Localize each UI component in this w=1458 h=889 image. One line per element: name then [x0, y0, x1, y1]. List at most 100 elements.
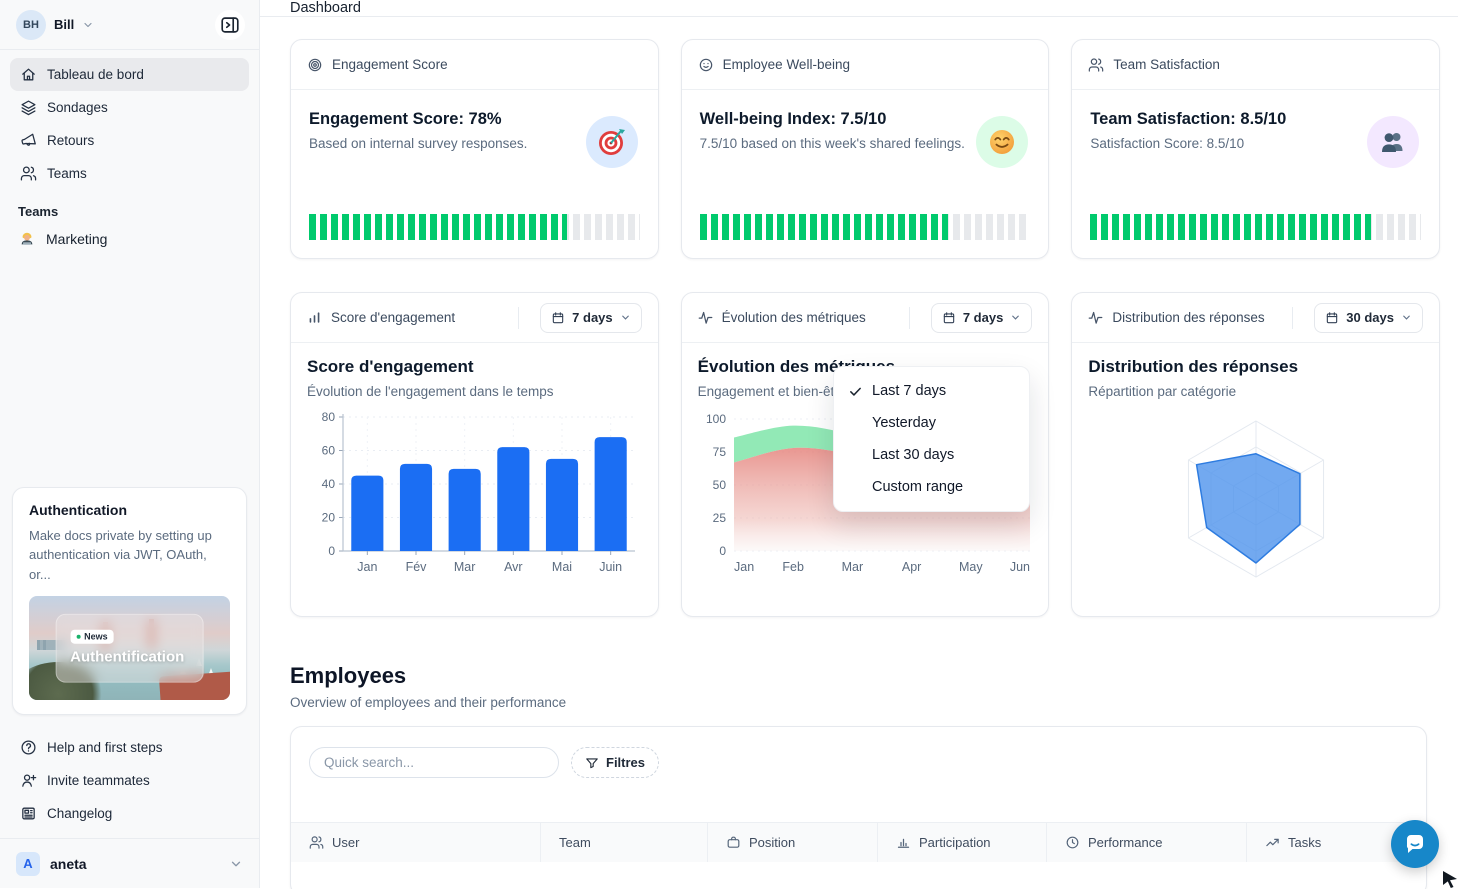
help-circle-icon	[20, 739, 37, 756]
smiley-icon	[698, 57, 714, 73]
menu-item-last-30-days[interactable]: Last 30 days	[834, 439, 1029, 471]
column-user: User	[291, 823, 540, 862]
kpi-header-label: Team Satisfaction	[1113, 57, 1220, 72]
svg-text:50: 50	[712, 478, 726, 492]
chevron-down-icon	[229, 857, 243, 871]
svg-text:60: 60	[322, 444, 336, 458]
sidebar-item-invite[interactable]: Invite teammates	[10, 764, 249, 797]
sidebar-item-label: Teams	[47, 166, 87, 181]
sidebar-team-marketing[interactable]: Marketing	[0, 221, 259, 257]
workspace-switcher[interactable]: A aneta	[0, 838, 259, 888]
technologist-emoji-icon	[18, 230, 36, 248]
news-dot-icon	[76, 635, 80, 639]
chat-bubble-icon	[1403, 832, 1427, 856]
chat-launcher-button[interactable]	[1391, 820, 1439, 868]
svg-text:20: 20	[322, 511, 336, 525]
svg-text:40: 40	[322, 477, 336, 491]
calendar-icon	[942, 311, 956, 325]
radar-chart	[1088, 407, 1424, 587]
sidebar-item-teams[interactable]: Teams	[10, 157, 249, 190]
svg-text:Fév: Fév	[406, 560, 428, 574]
date-range-button[interactable]: 30 days	[1314, 303, 1423, 333]
chart-header-label: Distribution des réponses	[1112, 310, 1264, 325]
users-icon	[1088, 57, 1104, 73]
search-input[interactable]	[309, 747, 559, 778]
svg-text:Apr: Apr	[902, 560, 921, 574]
user-name[interactable]: Bill	[54, 17, 74, 32]
busts-emoji-icon	[1378, 127, 1408, 157]
kpi-badge	[976, 116, 1028, 168]
employees-card: Filtres User Team Position	[290, 726, 1427, 889]
kpi-row: Engagement Score Engagement Score: 78% B…	[290, 39, 1440, 259]
funnel-icon	[585, 756, 599, 770]
svg-text:May: May	[959, 560, 983, 574]
kpi-header-label: Engagement Score	[332, 57, 448, 72]
kpi-card-engagement: Engagement Score Engagement Score: 78% B…	[290, 39, 659, 259]
sidebar-section-teams-label: Teams	[18, 204, 259, 219]
sidebar-item-changelog[interactable]: Changelog	[10, 797, 249, 830]
calendar-icon	[551, 311, 565, 325]
sidebar-item-label: Changelog	[47, 806, 112, 821]
workspace-avatar: A	[16, 852, 40, 876]
activity-icon	[698, 310, 713, 325]
chevron-down-icon	[1401, 312, 1412, 323]
smiling-face-emoji-icon	[987, 127, 1017, 157]
svg-text:Jan: Jan	[734, 560, 754, 574]
menu-item-last-7-days[interactable]: Last 7 days	[834, 375, 1029, 407]
svg-text:Jun: Jun	[1010, 560, 1030, 574]
promo-card-authentication[interactable]: Authentication Make docs private by sett…	[12, 487, 247, 716]
user-plus-icon	[20, 772, 37, 789]
sidebar: BH Bill Tableau de bord Sondages Retours	[0, 0, 260, 888]
promo-overlay: News Authentification	[55, 614, 204, 683]
sidebar-item-help[interactable]: Help and first steps	[10, 731, 249, 764]
column-position: Position	[707, 823, 877, 862]
workspace-name: aneta	[50, 856, 219, 872]
chevron-down-icon	[82, 19, 94, 31]
newspaper-icon	[20, 805, 37, 822]
svg-text:Juin: Juin	[599, 560, 622, 574]
news-badge: News	[70, 630, 114, 644]
svg-text:Mar: Mar	[841, 560, 863, 574]
clock-icon	[1065, 835, 1080, 850]
date-range-button[interactable]: 7 days	[540, 303, 641, 333]
megaphone-icon	[18, 130, 39, 151]
target-icon	[307, 57, 323, 73]
kpi-header-label: Employee Well-being	[723, 57, 850, 72]
kpi-card-satisfaction: Team Satisfaction Team Satisfaction: 8.5…	[1071, 39, 1440, 259]
collapse-sidebar-button[interactable]	[215, 10, 245, 40]
svg-text:25: 25	[712, 511, 726, 525]
chart-subtitle: Répartition par catégorie	[1088, 384, 1423, 399]
menu-item-yesterday[interactable]: Yesterday	[834, 407, 1029, 439]
employees-table-header: User Team Position Participation	[291, 822, 1426, 862]
sidebar-item-label: Help and first steps	[47, 740, 163, 755]
employees-subtitle: Overview of employees and their performa…	[290, 695, 1440, 710]
svg-text:100: 100	[706, 412, 726, 426]
promo-title: Authentication	[29, 502, 230, 518]
home-icon	[20, 66, 37, 83]
column-team: Team	[540, 823, 707, 862]
sidebar-item-surveys[interactable]: Sondages	[10, 91, 249, 124]
users-icon	[309, 835, 324, 850]
date-range-dropdown-menu: Last 7 days Yesterday Last 30 days Custo…	[833, 366, 1030, 512]
filters-button[interactable]: Filtres	[571, 747, 659, 778]
sidebar-nav: Tableau de bord Sondages Retours Teams	[0, 50, 259, 190]
kpi-badge	[1367, 116, 1419, 168]
chevron-down-icon	[1010, 312, 1021, 323]
svg-text:80: 80	[322, 410, 336, 424]
topbar: Dashboard	[260, 0, 1458, 17]
sidebar-item-feedback[interactable]: Retours	[10, 124, 249, 157]
date-range-button[interactable]: 7 days	[931, 303, 1032, 333]
layers-icon	[20, 99, 37, 116]
chart-card-engagement-score: Score d'engagement 7 days Score d'engage…	[290, 292, 659, 617]
dart-target-emoji-icon	[597, 127, 627, 157]
column-performance: Performance	[1046, 823, 1246, 862]
svg-text:Mar: Mar	[454, 560, 476, 574]
sidebar-item-dashboard[interactable]: Tableau de bord	[10, 58, 249, 91]
activity-icon	[1088, 310, 1103, 325]
svg-text:Jan: Jan	[357, 560, 377, 574]
sidebar-item-label: Retours	[47, 133, 94, 148]
chevron-down-icon	[620, 312, 631, 323]
menu-item-custom-range[interactable]: Custom range	[834, 471, 1029, 503]
